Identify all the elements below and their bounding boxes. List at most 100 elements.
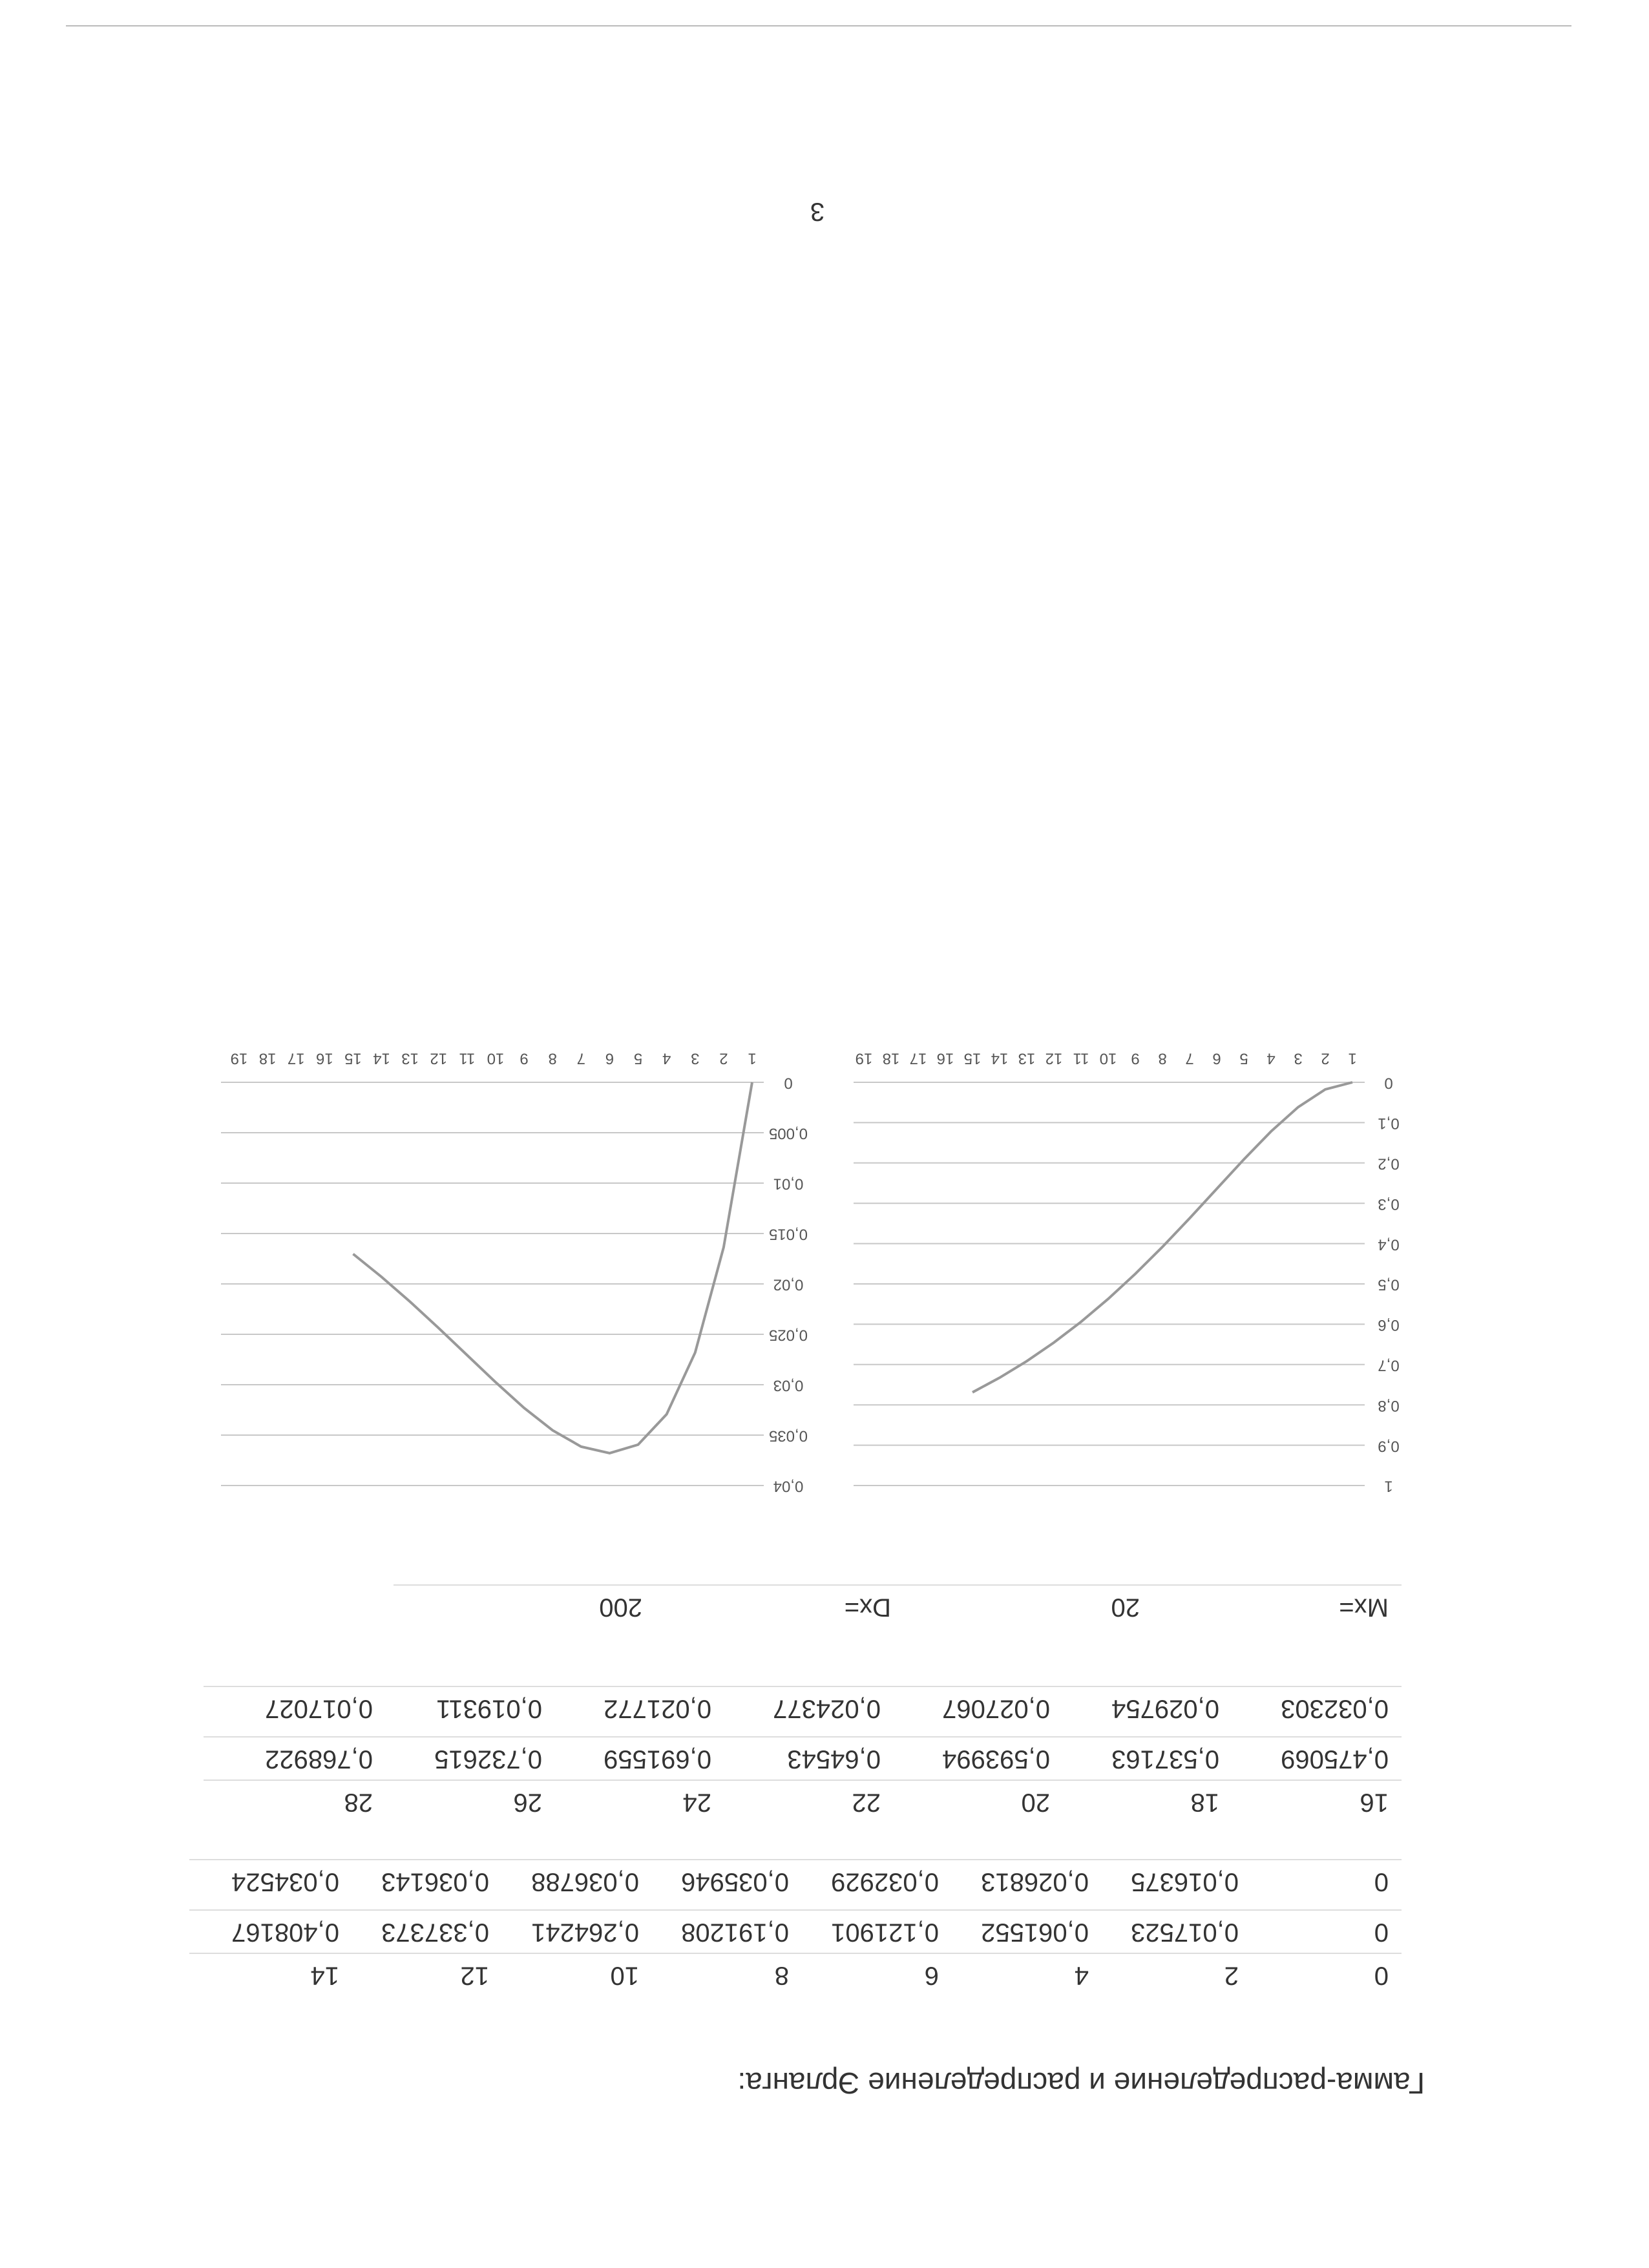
- x-tick-label: 15: [964, 1050, 982, 1067]
- table-cell: 16: [1360, 1788, 1389, 1816]
- y-tick-label: 0,5: [1378, 1276, 1399, 1294]
- table-cell: 0,024377: [773, 1694, 881, 1723]
- x-tick-label: 6: [605, 1050, 614, 1067]
- table-cell: 18: [1191, 1788, 1220, 1816]
- y-tick-label: 0,035: [769, 1427, 808, 1445]
- x-tick-label: 16: [316, 1050, 333, 1067]
- y-tick-label: 0,02: [773, 1276, 804, 1294]
- x-tick-label: 10: [487, 1050, 505, 1067]
- x-tick-label: 17: [288, 1050, 305, 1067]
- x-tick-label: 18: [883, 1050, 900, 1067]
- table-cell: 2: [1224, 1961, 1239, 1990]
- y-tick-label: 0,7: [1378, 1356, 1399, 1374]
- page-number: 3: [810, 197, 824, 226]
- x-tick-label: 15: [344, 1050, 362, 1067]
- table-cell: 8: [775, 1961, 789, 1990]
- table-cell: 12: [461, 1961, 490, 1990]
- y-tick-label: 0,04: [773, 1478, 804, 1495]
- table-cell: 0,593994: [942, 1745, 1050, 1773]
- table-cell: 20: [1111, 1593, 1140, 1621]
- table-cell: 0,036788: [531, 1867, 639, 1896]
- x-tick-label: 19: [856, 1050, 873, 1067]
- table-cell: 0,017027: [265, 1694, 373, 1723]
- table-cell: 0,026813: [981, 1867, 1089, 1896]
- table-cell: 200: [599, 1593, 642, 1621]
- table-cell: 22: [852, 1788, 881, 1816]
- x-tick-label: 12: [430, 1050, 447, 1067]
- table-cell: 0,021772: [604, 1694, 711, 1723]
- table-cell: 0,732615: [434, 1745, 542, 1773]
- x-tick-label: 7: [577, 1050, 585, 1067]
- x-tick-label: 1: [748, 1050, 756, 1067]
- x-tick-label: 9: [1131, 1050, 1139, 1067]
- x-tick-label: 19: [231, 1050, 248, 1067]
- table-cell: 0: [1374, 1918, 1389, 1946]
- x-tick-label: 10: [1100, 1050, 1117, 1067]
- table-cell: 10: [611, 1961, 640, 1990]
- x-tick-label: 18: [259, 1050, 277, 1067]
- table-cell: 0,032303: [1281, 1694, 1389, 1723]
- table-cell: Mx=: [1339, 1593, 1389, 1621]
- x-tick-label: 13: [401, 1050, 419, 1067]
- y-tick-label: 0,025: [769, 1327, 808, 1344]
- table-cell: 26: [514, 1788, 543, 1816]
- table-cell: 0,64543: [787, 1745, 881, 1773]
- y-tick-label: 0: [1384, 1075, 1392, 1092]
- table-cell: 0,537163: [1111, 1745, 1219, 1773]
- table-cell: 0: [1374, 1867, 1389, 1896]
- x-tick-label: 4: [1266, 1050, 1275, 1067]
- page-content: Гамма-распределение и распределение Эрла…: [66, 25, 1571, 2100]
- table-cell: 0,034524: [231, 1867, 339, 1896]
- y-tick-label: 0,3: [1378, 1195, 1399, 1213]
- table-cell: 0,408167: [231, 1918, 339, 1946]
- x-tick-label: 1: [1348, 1050, 1356, 1067]
- table-cell: 0,017523: [1131, 1918, 1239, 1946]
- table-cell: 0,264241: [531, 1918, 639, 1946]
- x-tick-label: 5: [634, 1050, 642, 1067]
- table-cell: 0,036143: [381, 1867, 489, 1896]
- title: Гамма-распределение и распределение Эрла…: [737, 2066, 1425, 2100]
- table-cell: 28: [344, 1788, 373, 1816]
- x-tick-label: 6: [1212, 1050, 1221, 1067]
- data-line: [352, 1082, 753, 1454]
- table-cell: 0,691559: [604, 1745, 711, 1773]
- x-tick-label: 8: [1158, 1050, 1166, 1067]
- x-tick-label: 3: [1294, 1050, 1302, 1067]
- y-tick-label: 0,8: [1378, 1397, 1399, 1414]
- x-tick-label: 13: [1018, 1050, 1036, 1067]
- y-tick-label: 1: [1384, 1478, 1392, 1495]
- x-tick-label: 17: [910, 1050, 927, 1067]
- y-tick-label: 0,01: [773, 1175, 804, 1193]
- x-tick-label: 8: [549, 1050, 557, 1067]
- table-cell: 0,016375: [1131, 1867, 1239, 1896]
- table-cell: 0,121901: [831, 1918, 939, 1946]
- x-tick-label: 12: [1045, 1050, 1063, 1067]
- y-tick-label: 0,005: [769, 1125, 808, 1142]
- table-cell: 0,337373: [381, 1918, 489, 1946]
- table-cell: 0,061552: [981, 1918, 1089, 1946]
- table-cell: Dx=: [845, 1593, 891, 1621]
- y-tick-label: 0,6: [1378, 1316, 1399, 1334]
- table-cell: 20: [1022, 1788, 1051, 1816]
- table-cell: 0,035946: [681, 1867, 789, 1896]
- x-tick-label: 2: [1321, 1050, 1329, 1067]
- table-cell: 0,029754: [1111, 1694, 1219, 1723]
- table-cell: 0,027067: [942, 1694, 1050, 1723]
- table-cell: 6: [925, 1961, 939, 1990]
- y-tick-label: 0,1: [1378, 1115, 1399, 1132]
- table-cell: 0,032929: [831, 1867, 939, 1896]
- x-tick-label: 3: [691, 1050, 699, 1067]
- table-cell: 24: [683, 1788, 712, 1816]
- table-cell: 0,019311: [436, 1694, 542, 1723]
- y-tick-label: 0,4: [1378, 1235, 1399, 1253]
- x-tick-label: 14: [991, 1050, 1009, 1067]
- table-cell: 4: [1075, 1961, 1089, 1990]
- x-tick-label: 2: [719, 1050, 728, 1067]
- x-tick-label: 16: [937, 1050, 954, 1067]
- x-tick-label: 5: [1239, 1050, 1248, 1067]
- x-tick-label: 11: [459, 1050, 475, 1067]
- data-line: [972, 1081, 1353, 1394]
- y-tick-label: 0,015: [769, 1226, 808, 1243]
